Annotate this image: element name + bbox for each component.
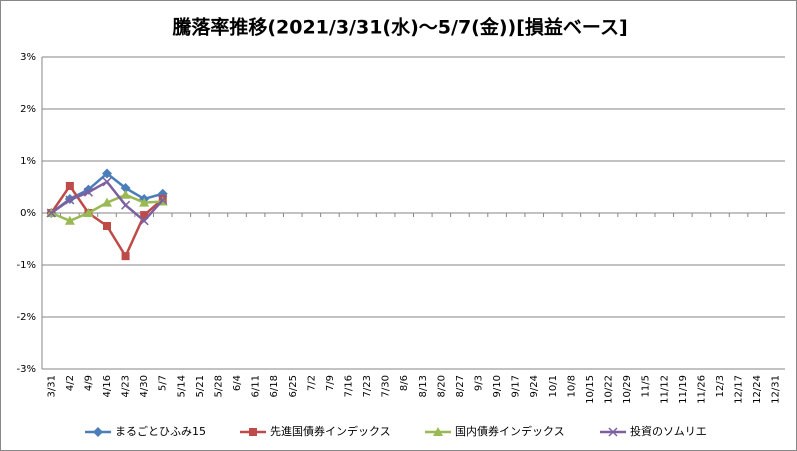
marker <box>158 195 168 205</box>
x-tick-label: 7/9 <box>325 375 336 391</box>
x-tick-label: 5/7 <box>158 375 169 391</box>
y-tick-label: 0% <box>20 208 36 219</box>
x-tick-label: 9/3 <box>474 375 485 391</box>
x-tick-label: 6/18 <box>269 375 280 397</box>
legend-marker <box>93 427 103 437</box>
x-tick-label: 10/29 <box>622 375 633 404</box>
x-tick-label: 9/10 <box>492 375 503 397</box>
x-tick-label: 11/26 <box>696 375 707 404</box>
legend-label: 投資のソムリエ <box>630 424 707 438</box>
x-tick-label: 10/15 <box>585 375 596 404</box>
x-tick-label: 12/3 <box>715 375 726 397</box>
marker <box>102 177 112 187</box>
x-tick-label: 12/31 <box>771 375 782 404</box>
legend-item: 国内債券インデックス <box>425 424 565 438</box>
y-tick-label: 3% <box>20 52 36 63</box>
x-tick-label: 11/19 <box>678 375 689 404</box>
x-tick-label: 6/25 <box>288 375 299 397</box>
legend-item: 先進国債券インデックス <box>240 424 391 438</box>
x-tick-label: 7/2 <box>306 375 317 391</box>
legend-marker <box>608 427 618 437</box>
x-tick-label: 12/24 <box>752 375 763 404</box>
legend-marker <box>433 427 443 436</box>
x-tick-label: 5/21 <box>195 375 206 397</box>
marker <box>120 183 131 194</box>
marker <box>121 200 131 210</box>
y-tick-label: -1% <box>17 260 36 271</box>
marker <box>120 189 131 199</box>
x-tick-label: 7/23 <box>362 375 373 397</box>
y-tick-label: -3% <box>17 364 36 375</box>
marker <box>102 168 113 179</box>
legend-marker <box>249 428 257 436</box>
x-tick-label: 10/8 <box>566 375 577 397</box>
marker <box>65 195 75 205</box>
marker <box>64 215 75 225</box>
x-tick-label: 9/24 <box>529 375 540 397</box>
marker <box>46 208 56 218</box>
x-tick-label: 4/2 <box>65 375 76 391</box>
x-tick-label: 7/30 <box>381 375 392 397</box>
x-tick-label: 5/28 <box>213 375 224 397</box>
x-tick-label: 8/20 <box>436 375 447 397</box>
x-tick-label: 10/1 <box>548 375 559 397</box>
legend-label: 先進国債券インデックス <box>270 424 391 438</box>
x-tick-label: 8/27 <box>455 375 466 397</box>
marker <box>139 197 150 207</box>
marker <box>102 197 113 207</box>
x-tick-label: 11/12 <box>659 375 670 404</box>
legend-label: 国内債券インデックス <box>455 424 565 438</box>
y-tick-label: 1% <box>20 156 36 167</box>
x-tick-label: 4/9 <box>83 375 94 391</box>
x-tick-label: 3/31 <box>46 375 57 397</box>
marker <box>83 208 94 217</box>
marker <box>121 252 130 261</box>
x-tick-label: 10/22 <box>604 375 615 404</box>
x-tick-label: 5/14 <box>176 375 187 397</box>
x-tick-label: 8/13 <box>418 375 429 397</box>
x-tick-label: 4/30 <box>139 375 150 397</box>
x-tick-label: 11/5 <box>641 375 652 397</box>
marker <box>139 216 149 226</box>
y-tick-label: 2% <box>20 104 36 115</box>
legend-item: 投資のソムリエ <box>600 424 707 438</box>
legend-label: まるごとひふみ15 <box>115 424 206 438</box>
marker <box>140 211 149 220</box>
marker <box>65 181 74 190</box>
x-tick-label: 12/17 <box>734 375 745 404</box>
chart-title: 騰落率推移(2021/3/31(水)～5/7(金))[損益ベース] <box>171 16 627 39</box>
y-tick-label: -2% <box>17 312 36 323</box>
marker <box>103 222 112 230</box>
x-tick-label: 7/16 <box>343 375 354 397</box>
legend-item: まるごとひふみ15 <box>85 424 206 438</box>
x-tick-label: 8/6 <box>399 375 410 391</box>
marker <box>83 187 93 197</box>
x-tick-label: 6/11 <box>251 375 262 397</box>
x-tick-label: 6/4 <box>232 375 243 391</box>
x-tick-label: 4/23 <box>121 375 132 397</box>
x-tick-label: 4/16 <box>102 375 113 397</box>
x-tick-label: 9/17 <box>511 375 522 397</box>
